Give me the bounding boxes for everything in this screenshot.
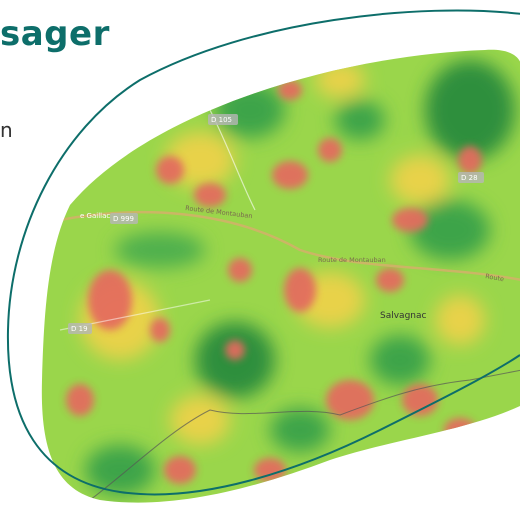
road-label-d28: D 28 xyxy=(461,174,478,182)
road-label-d999: D 999 xyxy=(113,215,134,223)
road-label-gaillac: e Gaillac xyxy=(80,212,110,220)
place-label-salvagnac: Salvagnac xyxy=(380,311,427,321)
road-label-route-edge: Route xyxy=(485,272,505,283)
decorative-outline xyxy=(6,9,520,496)
road-line xyxy=(59,211,520,282)
boundary-line xyxy=(89,369,520,501)
road-label-montauban-2: Route de Montauban xyxy=(318,256,386,264)
page-title: sager xyxy=(0,14,110,54)
side-text-fragment: n xyxy=(0,118,13,142)
road-label-d19: D 19 xyxy=(71,325,88,333)
road-label-d105: D 105 xyxy=(211,116,232,124)
